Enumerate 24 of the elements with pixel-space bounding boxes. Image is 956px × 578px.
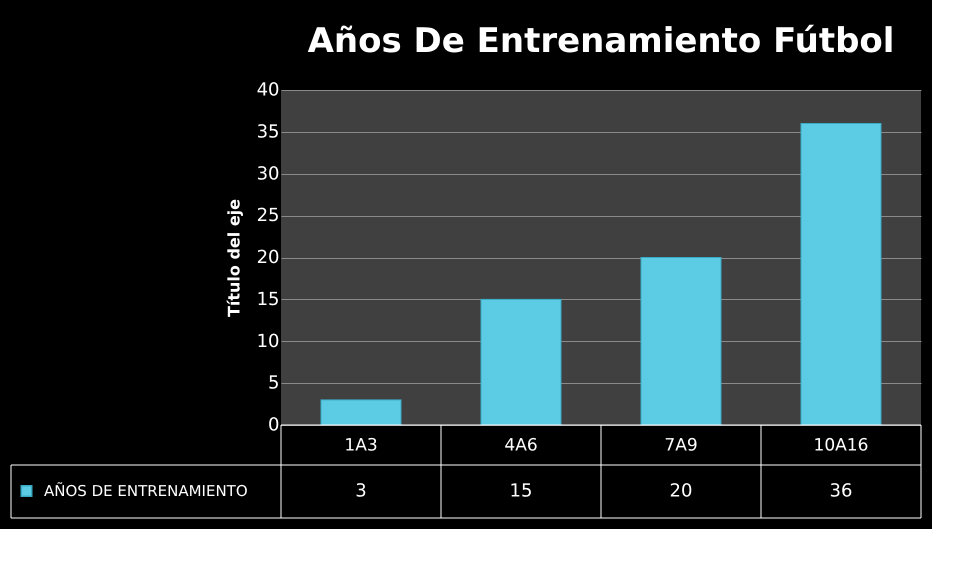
x-tick-label: 10A16 [814, 436, 868, 456]
y-tick-label: 30 [256, 163, 280, 184]
y-axis-title: Título del eje [224, 198, 244, 318]
x-tick-label: 7A9 [664, 436, 698, 456]
bar [320, 399, 402, 426]
data-label: 36 [830, 480, 852, 502]
y-tick-label: 15 [256, 288, 280, 310]
bar [800, 123, 882, 426]
bar [640, 257, 722, 426]
x-tick-label: 4A6 [504, 436, 538, 456]
y-tick-label: 10 [256, 330, 280, 352]
data-label: 3 [355, 480, 367, 502]
x-tick-label: 1A3 [344, 436, 378, 456]
y-tick-label: 40 [256, 80, 280, 100]
y-tick-label: 20 [256, 247, 280, 268]
y-tick-label: 0 [268, 414, 280, 436]
y-tick-label: 25 [256, 205, 280, 226]
bar [480, 298, 562, 426]
y-tick-label: 35 [256, 121, 280, 142]
data-label: 20 [670, 480, 692, 502]
chart-title: Años De Entrenamiento Fútbol [308, 21, 894, 61]
legend-label: AÑOS DE ENTRENAMIENTO [44, 482, 248, 500]
y-tick-label: 5 [268, 372, 280, 394]
data-label: 15 [510, 480, 532, 502]
